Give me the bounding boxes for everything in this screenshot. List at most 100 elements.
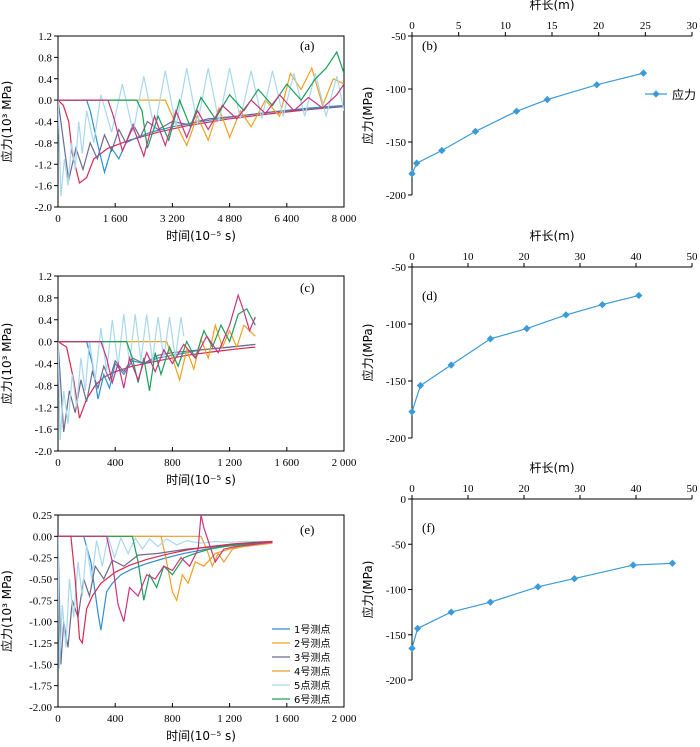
series-line-1 — [412, 562, 673, 649]
legend-marker — [652, 90, 660, 98]
series-line-6 — [58, 50, 344, 149]
y-tick-label: -1.6 — [35, 424, 53, 436]
y-tick-label: -50 — [391, 539, 406, 551]
panel-label: (e) — [300, 522, 314, 537]
y-tick-label: -50 — [391, 31, 406, 43]
x-tick-label: 10 — [500, 20, 512, 32]
y-tick-label: -1.75 — [29, 681, 52, 693]
x-tick-label: 1 600 — [103, 213, 128, 225]
data-point — [438, 146, 446, 155]
x-tick-label: 30 — [575, 483, 587, 495]
y-tick-label: -1.00 — [29, 617, 52, 629]
panel-label: (a) — [300, 38, 314, 53]
y-tick-label: -0.8 — [35, 138, 53, 150]
data-point — [629, 561, 637, 569]
x-tick-label: 6 400 — [274, 213, 299, 225]
data-point — [447, 608, 455, 616]
series-line-7 — [58, 83, 344, 159]
x-tick-label: 0 — [409, 251, 415, 263]
y-tick-label: -0.4 — [35, 359, 53, 371]
y-tick-label: -0.50 — [29, 574, 52, 586]
data-point — [416, 381, 425, 390]
x-tick-label: 0 — [409, 483, 415, 495]
x-tick-label: 50 — [687, 251, 699, 263]
x-tick-label: 10 — [463, 483, 475, 495]
y-tick-label: 0.4 — [38, 74, 52, 86]
series-line-8 — [58, 514, 273, 622]
data-point — [447, 361, 455, 369]
x-tick-label: 800 — [164, 713, 181, 725]
legend-label-4: 4号测点 — [294, 665, 330, 678]
data-point — [635, 291, 643, 300]
legend-label-1: 1号测点 — [294, 623, 330, 636]
x-tick-label: 1 600 — [274, 713, 299, 725]
series-line-1 — [58, 99, 344, 185]
y-tick-label: -2.00 — [29, 702, 52, 714]
data-point — [639, 69, 648, 77]
data-point — [512, 107, 521, 115]
y-tick-label: -100 — [386, 319, 407, 331]
data-point — [562, 311, 570, 319]
chart-4: 0 10 20 30 40 50 -50 -100 -150 -200 杆长(m) 应力(MPa) (d… — [360, 229, 698, 445]
x-tick-label: 1 200 — [217, 457, 242, 469]
y-axis-label: 应力(MPa) — [360, 561, 375, 619]
x-axis-label: 时间(10⁻⁵ s) — [166, 729, 236, 743]
data-point — [543, 95, 552, 104]
y-tick-label: 0.8 — [38, 293, 52, 305]
panel-label: (b) — [422, 38, 437, 53]
y-tick-label: 0.0 — [38, 95, 52, 107]
x-tick-label: 2 000 — [332, 457, 357, 469]
y-tick-label: -150 — [386, 137, 407, 149]
y-tick-label: -200 — [386, 675, 407, 687]
x-tick-label: 1 600 — [274, 457, 299, 469]
data-point — [534, 583, 542, 591]
x-tick-label: 5 — [456, 20, 462, 32]
y-tick-label: -100 — [386, 585, 407, 597]
y-tick-label: 0.00 — [33, 531, 53, 543]
x-tick-label: 20 — [593, 20, 605, 32]
x-tick-label: 10 — [463, 251, 475, 263]
data-point — [408, 644, 416, 653]
data-point — [593, 81, 601, 89]
series-line-5 — [58, 67, 344, 197]
x-tick-label: 20 — [519, 483, 531, 495]
y-tick-label: -1.2 — [35, 402, 52, 414]
x-axis-label: 时间(10⁻⁵ s) — [166, 473, 236, 487]
x-axis-label: 杆长(m) — [529, 0, 574, 12]
chart-6: 0 10 20 30 40 50 0 -50 -100 -150 -200 杆长(m) 应力(MPa) (… — [360, 461, 698, 687]
x-tick-label: 50 — [687, 483, 699, 495]
x-tick-label: 800 — [164, 457, 181, 469]
plot-frame — [57, 275, 345, 452]
x-tick-label: 8 000 — [332, 213, 357, 225]
y-tick-label: -100 — [386, 84, 407, 96]
data-point — [668, 559, 677, 567]
series-line-3 — [58, 341, 256, 432]
series-line-7 — [58, 535, 273, 645]
series-line-4 — [58, 66, 344, 148]
data-point — [523, 324, 531, 333]
chart-2: 0 5 10 15 20 25 30 -50 -100 -150 -200 杆长(m) 应力(MPa) (… — [360, 0, 698, 202]
series-line-6 — [58, 307, 256, 391]
series-line-1 — [58, 535, 273, 631]
data-point — [471, 127, 480, 136]
y-axis-label: 应力(10³ MPa) — [0, 570, 14, 652]
x-tick-label: 0 — [55, 713, 61, 725]
y-tick-label: 0 — [401, 494, 407, 506]
y-tick-label: -0.25 — [29, 553, 52, 565]
x-tick-label: 0 — [55, 213, 61, 225]
x-axis-label: 时间(10⁻⁵ s) — [166, 229, 236, 243]
x-tick-label: 15 — [547, 20, 559, 32]
data-point — [408, 408, 416, 416]
data-point — [486, 598, 495, 606]
x-tick-label: 400 — [107, 713, 124, 725]
x-axis-label: 杆长(m) — [529, 229, 574, 243]
legend-label-5: 5点测点 — [294, 679, 330, 692]
chart-5: 0 400 800 1 200 1 600 2 000 -2.00 -1.75 -1.50 -1.… — [0, 510, 357, 743]
y-tick-label: -200 — [386, 433, 407, 445]
y-tick-label: 0.0 — [38, 337, 52, 349]
x-tick-label: 25 — [640, 20, 652, 32]
x-tick-label: 0 — [55, 457, 61, 469]
x-tick-label: 30 — [575, 251, 587, 263]
y-axis-label: 应力(MPa) — [360, 87, 375, 145]
